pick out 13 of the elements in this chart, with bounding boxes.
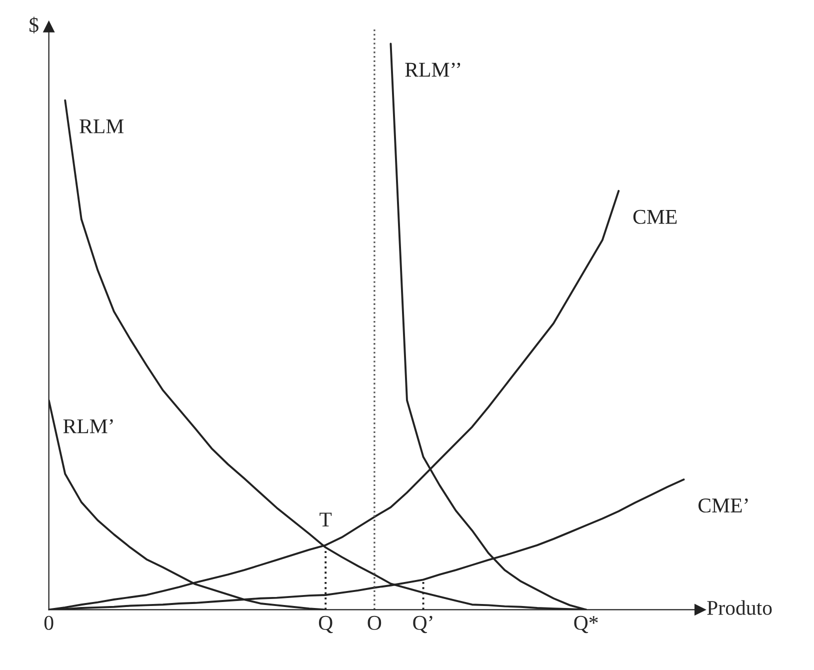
- series-label: RLM’: [63, 419, 113, 434]
- x-tick-label: 0: [44, 616, 54, 630]
- x-tick-label: Q: [318, 616, 333, 634]
- y-axis-title: $: [30, 16, 38, 34]
- series-label: CME: [633, 210, 677, 224]
- series-label: CME’: [698, 498, 748, 513]
- x-tick-label: Q’: [413, 616, 432, 634]
- x-axis-title: Produto: [707, 600, 772, 615]
- annotation: T: [320, 512, 332, 526]
- series-label: RLM’’: [405, 62, 460, 77]
- x-tick-label: O: [368, 616, 382, 630]
- x-tick-label: Q*: [574, 616, 598, 634]
- series-label: RLM: [80, 120, 124, 134]
